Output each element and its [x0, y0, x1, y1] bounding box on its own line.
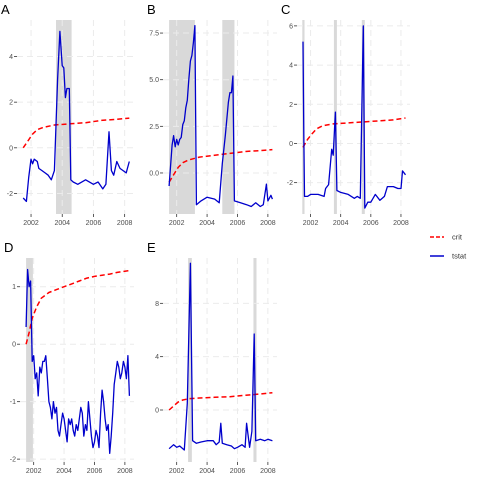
y-tick-label: 8: [155, 301, 159, 308]
x-tick-label: 2006: [87, 468, 103, 475]
y-tick-label: 7.5: [149, 31, 159, 38]
y-tick-label: -2: [10, 457, 16, 464]
x-tick-label: 2002: [169, 220, 185, 227]
panel-d: D 2002 2004 2006 2008 -2 -1 0 1: [4, 240, 134, 475]
y-tick-label: 1: [12, 284, 16, 291]
x-tick-label: 2008: [117, 468, 133, 475]
series-tstat-line: [168, 24, 274, 208]
x-tick-label: 2002: [303, 220, 319, 227]
y-tick-label: 2: [289, 102, 293, 109]
x-tick-label: 2008: [260, 468, 276, 475]
y-tick-label: 2.5: [149, 124, 159, 131]
series-tstat-line: [25, 268, 131, 455]
x-tick-label: 2004: [56, 468, 72, 475]
x-tick-label: 2006: [230, 468, 246, 475]
legend: crit tstat: [430, 233, 467, 261]
panel-b: B 2002 2004 2006 2008 0.0 2.5 5.0 7.5: [147, 2, 277, 227]
x-tick-label: 2002: [26, 468, 42, 475]
shaded-band: [56, 20, 72, 214]
x-tick-label: 2006: [230, 220, 246, 227]
series-crit-line: [302, 117, 406, 148]
x-tick-label: 2006: [86, 220, 102, 227]
series-tstat-line: [22, 30, 130, 203]
series-crit-line: [25, 269, 130, 345]
panel-label: B: [147, 2, 156, 17]
x-tick-label: 2008: [393, 220, 409, 227]
x-tick-label: 2006: [363, 220, 379, 227]
y-tick-label: 2: [9, 100, 13, 107]
x-tick-label: 2004: [54, 220, 70, 227]
y-tick-label: 0: [9, 145, 13, 152]
shaded-band: [188, 258, 192, 462]
legend-label-crit: crit: [452, 233, 463, 242]
shaded-band: [222, 20, 235, 214]
series-crit-line: [168, 148, 273, 183]
shaded-band: [361, 20, 365, 214]
x-tick-label: 2008: [117, 220, 133, 227]
legend-label-tstat: tstat: [452, 252, 467, 261]
panel-e: E 2002 2004 2006 2008 0 4 8: [147, 240, 277, 475]
y-tick-label: 0: [12, 342, 16, 349]
y-tick-label: -2: [7, 191, 13, 198]
panel-a: A 2002 2004 2006 2008 -2 0 2 4: [1, 2, 134, 227]
shaded-band: [169, 20, 195, 214]
series-crit-line: [168, 391, 273, 411]
x-tick-label: 2002: [23, 220, 39, 227]
x-tick-label: 2004: [333, 220, 349, 227]
y-tick-label: 4: [9, 54, 13, 61]
x-tick-label: 2008: [260, 220, 276, 227]
panel-c: C 2002 2004 2006 2008 -2 0 2 4 6: [281, 2, 410, 227]
y-tick-label: 5.0: [149, 77, 159, 84]
panel-label: A: [1, 2, 10, 17]
y-tick-label: 4: [289, 63, 293, 70]
y-tick-label: 4: [155, 354, 159, 361]
panel-label: D: [4, 240, 13, 255]
x-tick-label: 2002: [169, 468, 185, 475]
y-tick-label: -1: [10, 399, 16, 406]
x-tick-label: 2004: [199, 220, 215, 227]
y-tick-label: 6: [289, 23, 293, 30]
panel-label: E: [147, 240, 156, 255]
panel-label: C: [281, 2, 290, 17]
y-tick-label: -2: [287, 180, 293, 187]
y-tick-label: 0.0: [149, 170, 159, 177]
series-tstat-line: [168, 262, 273, 451]
shaded-band: [26, 258, 33, 462]
x-tick-label: 2004: [199, 468, 215, 475]
y-tick-label: 0: [155, 408, 159, 415]
series-crit-line: [22, 117, 130, 149]
series-tstat-line: [302, 25, 407, 209]
y-tick-label: 0: [289, 141, 293, 148]
